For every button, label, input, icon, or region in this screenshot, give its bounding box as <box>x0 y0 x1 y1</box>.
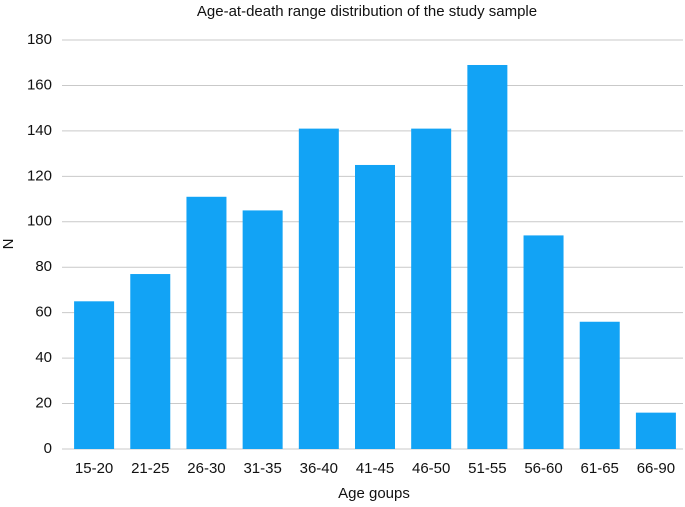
x-tick-label: 61-65 <box>581 460 619 477</box>
x-tick-label: 46-50 <box>412 460 450 477</box>
x-tick-label: 15-20 <box>75 460 113 477</box>
x-tick-label: 21-25 <box>131 460 169 477</box>
y-tick-label: 140 <box>27 122 52 139</box>
y-tick-label: 160 <box>27 76 52 93</box>
x-tick-label: 41-45 <box>356 460 394 477</box>
y-tick-label: 0 <box>44 440 52 457</box>
bar <box>186 196 227 449</box>
bar <box>298 128 339 449</box>
bar <box>130 274 171 449</box>
y-tick-label: 40 <box>35 349 52 366</box>
y-tick-label: 100 <box>27 213 52 230</box>
x-tick-label: 51-55 <box>468 460 506 477</box>
y-tick-label: 60 <box>35 304 52 321</box>
bar <box>579 321 620 449</box>
bar <box>467 64 508 449</box>
x-tick-label: 66-90 <box>637 460 675 477</box>
y-tick-label: 120 <box>27 167 52 184</box>
x-tick-label: 26-30 <box>187 460 225 477</box>
bar <box>635 412 676 449</box>
x-tick-label: 36-40 <box>300 460 338 477</box>
bar <box>74 301 115 449</box>
y-tick-label: 80 <box>35 258 52 275</box>
y-tick-label: 180 <box>27 31 52 48</box>
bar <box>523 235 564 449</box>
y-tick-label: 20 <box>35 395 52 412</box>
x-tick-label: 56-60 <box>524 460 562 477</box>
bar <box>242 210 283 449</box>
bar <box>411 128 452 449</box>
bar <box>355 164 395 449</box>
x-axis-title: Age goups <box>338 485 410 502</box>
y-axis-title: N <box>0 239 17 250</box>
chart-title: Age-at-death range distribution of the s… <box>197 3 537 20</box>
x-tick-label: 31-35 <box>243 460 281 477</box>
